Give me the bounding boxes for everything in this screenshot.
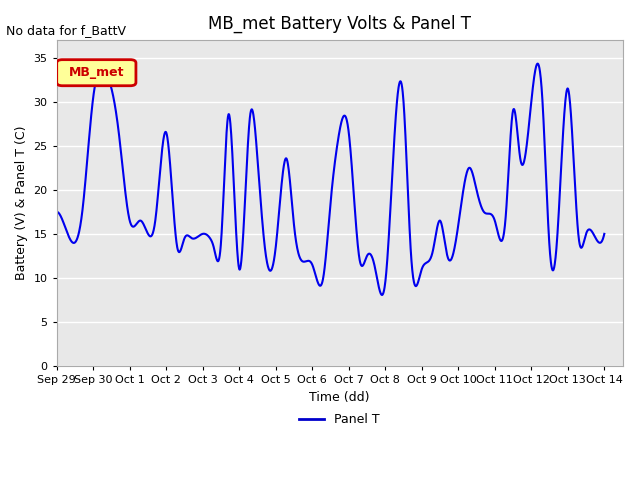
Y-axis label: Battery (V) & Panel T (C): Battery (V) & Panel T (C)	[15, 126, 28, 280]
FancyBboxPatch shape	[57, 60, 136, 86]
Legend: Panel T: Panel T	[294, 408, 385, 432]
X-axis label: Time (dd): Time (dd)	[309, 391, 370, 404]
Text: No data for f_BattV: No data for f_BattV	[6, 24, 127, 37]
Title: MB_met Battery Volts & Panel T: MB_met Battery Volts & Panel T	[208, 15, 471, 33]
Text: MB_met: MB_met	[68, 66, 124, 79]
